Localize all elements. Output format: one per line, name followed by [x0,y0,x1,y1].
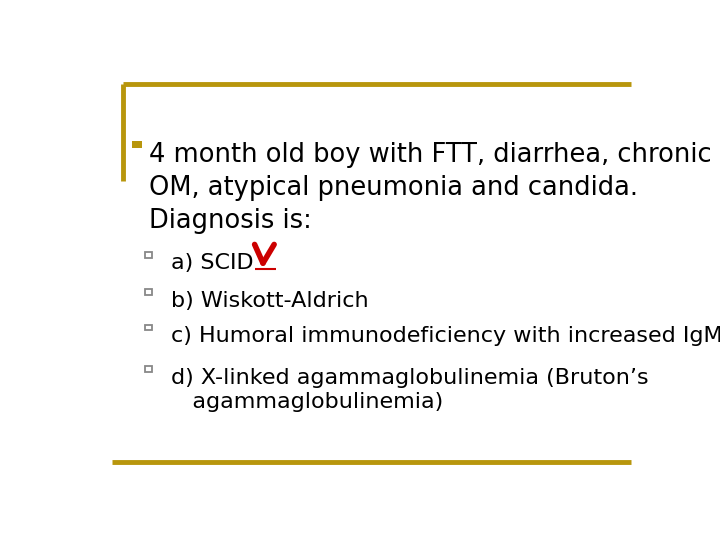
Text: c) Humoral immunodeficiency with increased IgM: c) Humoral immunodeficiency with increas… [171,326,720,346]
Text: d) X-linked agammaglobulinemia (Bruton’s
   agammaglobulinemia): d) X-linked agammaglobulinemia (Bruton’s… [171,368,649,411]
Text: a) SCID: a) SCID [171,253,253,273]
Text: 4 month old boy with FTT, diarrhea, chronic
OM, atypical pneumonia and candida.
: 4 month old boy with FTT, diarrhea, chro… [148,141,711,234]
Text: b) Wiskott-Aldrich: b) Wiskott-Aldrich [171,291,369,310]
FancyBboxPatch shape [132,141,142,148]
